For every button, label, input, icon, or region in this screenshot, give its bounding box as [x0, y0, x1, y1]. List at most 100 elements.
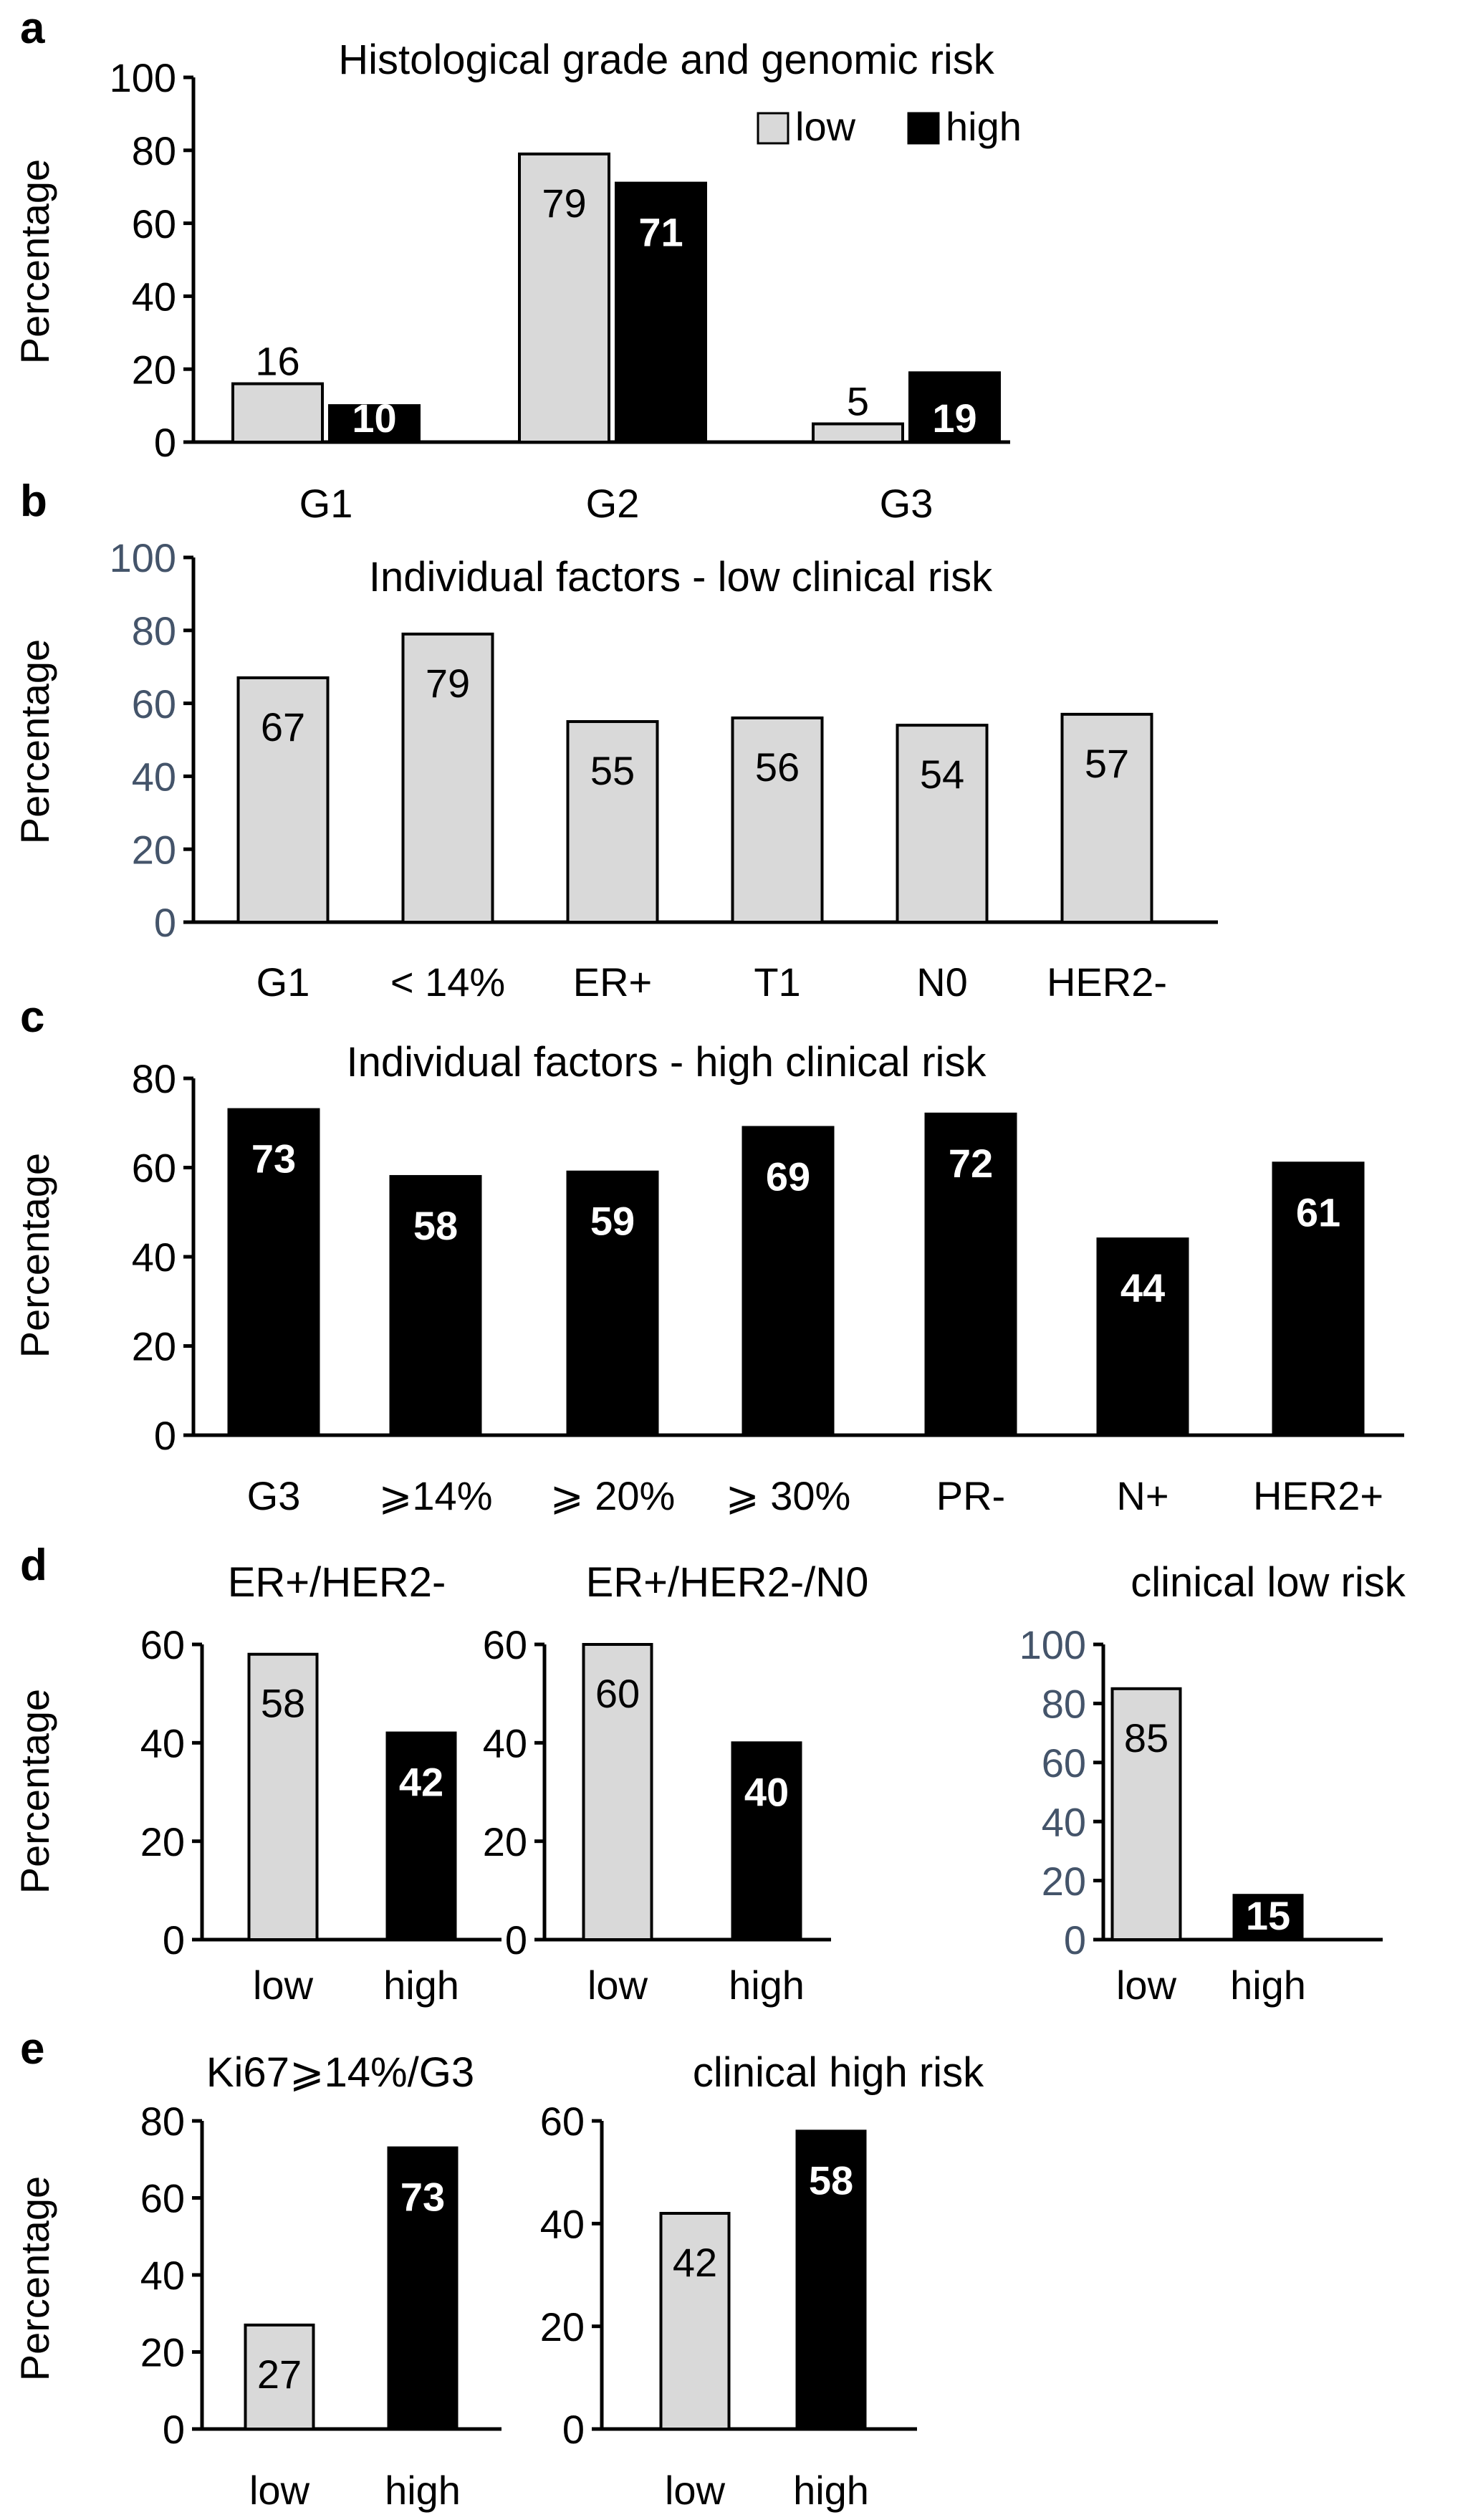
p0-bar-low-0 [231, 382, 324, 444]
p7-bar-low [659, 2212, 731, 2430]
p1-bar-low-4-label: 54 [920, 752, 964, 797]
p2-x-tick-label: G3 [247, 1473, 301, 1518]
p6-y-tick-label: 0 [163, 2407, 185, 2452]
p3-x-tick-label: low [253, 1963, 314, 2008]
p1-x-tick-label: < 14% [390, 959, 505, 1005]
p6-y-tick-label: 40 [140, 2253, 185, 2298]
p4-chart-title: ER+/HER2-/N0 [586, 1559, 869, 1606]
p1-y-tick-label: 100 [110, 535, 176, 580]
p4-y-tick-label: 0 [505, 1917, 527, 1963]
p4-y-tick-label: 20 [483, 1819, 527, 1864]
p4-bar-low [582, 1643, 653, 1941]
p1-bar-low-0-label: 67 [261, 704, 305, 749]
p3-y-tick-label: 0 [163, 1917, 185, 1963]
p2-bar-high-0-label: 73 [251, 1136, 296, 1182]
p0-bar-low-1-label: 79 [542, 181, 586, 226]
p2-bar-high-3 [742, 1126, 835, 1437]
p0-y-tick-label: 80 [132, 128, 176, 173]
p1-bar-low-2-label: 55 [590, 748, 635, 793]
p2-x-tick-label: ⩾ 20% [550, 1473, 676, 1518]
p5-y-tick-label: 40 [1042, 1799, 1086, 1844]
p1-bar-low-3-label: 56 [755, 744, 800, 790]
p0-bar-high-1-label: 71 [638, 210, 683, 255]
p2-bar-high-5 [1096, 1237, 1189, 1437]
p2-bar-high-5-label: 44 [1120, 1265, 1165, 1311]
p3-x-tick-label: high [383, 1963, 459, 2008]
p0-legend-swatch-low [757, 112, 790, 145]
p5-y-tick-label: 100 [1019, 1622, 1086, 1667]
p4-y-tick-label: 60 [483, 1622, 527, 1667]
p0-x-tick-label: G2 [586, 481, 640, 526]
p6-bar-low [244, 2323, 315, 2430]
p2-bar-high-6-label: 61 [1296, 1189, 1340, 1235]
p1-bar-low-1-label: 79 [426, 661, 470, 706]
p0-bar-high-0-label: 10 [352, 396, 396, 441]
p6-bar-low-label: 27 [257, 2352, 302, 2397]
p0-y-axis-label: Percentage [12, 159, 57, 364]
p4-bar-low-label: 60 [595, 1671, 640, 1716]
p1-y-axis-label: Percentage [12, 639, 57, 844]
p6-x-tick-label: low [249, 2468, 310, 2513]
p6-y-tick-label: 80 [140, 2099, 185, 2144]
p2-bar-high-2-label: 59 [590, 1199, 635, 1244]
p7-x-tick-label: low [665, 2468, 726, 2513]
p4-bar-high [731, 1741, 802, 1941]
p0-bar-high-2-label: 19 [932, 396, 976, 441]
p0-legend-label-low: low [795, 104, 856, 149]
p6-chart-title: Ki67⩾14%/G3 [206, 2049, 474, 2096]
p1-y-tick-label: 60 [132, 681, 176, 727]
p5-x-tick-label: high [1230, 1963, 1306, 2008]
p0-bar-high-1 [615, 181, 707, 444]
p2-bar-high-4 [924, 1112, 1017, 1437]
p0-panel-letter: a [20, 4, 45, 53]
p1-x-tick-label: G1 [256, 959, 310, 1005]
p4-y-tick-label: 40 [483, 1720, 527, 1766]
p3-bar-low [247, 1652, 319, 1942]
p7-y-tick-label: 0 [562, 2407, 585, 2452]
p2-panel-letter: c [20, 992, 44, 1042]
p2-x-tick-label: HER2+ [1253, 1473, 1383, 1518]
p1-bar-low-5-label: 57 [1085, 741, 1129, 786]
p1-x-tick-label: N0 [916, 959, 968, 1005]
p2-bar-high-2 [566, 1170, 659, 1437]
p1-y-tick-label: 40 [132, 754, 176, 800]
p1-y-tick-label: 80 [132, 608, 176, 653]
p2-y-tick-label: 60 [132, 1146, 176, 1191]
p2-bar-high-0 [227, 1108, 320, 1437]
p4-bar-high-label: 40 [744, 1769, 789, 1814]
p6-y-tick-label: 60 [140, 2176, 185, 2221]
p1-chart-title: Individual factors - low clinical risk [369, 554, 993, 600]
p1-x-tick-label: T1 [754, 959, 800, 1005]
p2-y-tick-label: 40 [132, 1235, 176, 1280]
p2-chart-title: Individual factors - high clinical risk [347, 1039, 987, 1086]
p2-y-tick-label: 20 [132, 1324, 176, 1369]
p0-y-tick-label: 20 [132, 347, 176, 392]
p3-y-tick-label: 60 [140, 1622, 185, 1667]
p0-bar-high-0 [328, 404, 421, 444]
p3-bar-high [385, 1731, 457, 1942]
p0-bar-high-2 [908, 371, 1001, 444]
p2-bar-high-6 [1272, 1161, 1365, 1437]
p2-y-tick-label: 80 [132, 1056, 176, 1101]
p5-y-tick-label: 80 [1042, 1682, 1086, 1727]
p0-legend-swatch-high [907, 112, 940, 145]
p5-chart-title: clinical low risk [1131, 1559, 1406, 1606]
p1-bar-low-5 [1060, 712, 1153, 924]
p1-y-tick-label: 0 [154, 900, 176, 945]
p2-y-tick-label: 0 [154, 1413, 176, 1458]
p3-bar-low-label: 58 [261, 1681, 305, 1726]
p3-chart-title: ER+/HER2- [228, 1559, 446, 1606]
p3-panel-letter: d [20, 1541, 47, 1590]
p2-bar-high-4-label: 72 [949, 1141, 993, 1186]
p6-bar-high [387, 2146, 459, 2430]
p7-x-tick-label: high [793, 2468, 869, 2513]
p0-x-tick-label: G1 [299, 481, 353, 526]
p0-y-tick-label: 60 [132, 201, 176, 246]
p2-x-tick-label: ⩾ 30% [726, 1473, 851, 1518]
p0-y-tick-label: 0 [154, 420, 176, 465]
p7-bar-high-label: 58 [809, 2157, 853, 2203]
p6-bar-high-label: 73 [400, 2175, 445, 2220]
p0-chart-title: Histological grade and genomic risk [338, 37, 995, 83]
p5-y-tick-label: 60 [1042, 1740, 1086, 1786]
p6-x-tick-label: high [385, 2468, 461, 2513]
